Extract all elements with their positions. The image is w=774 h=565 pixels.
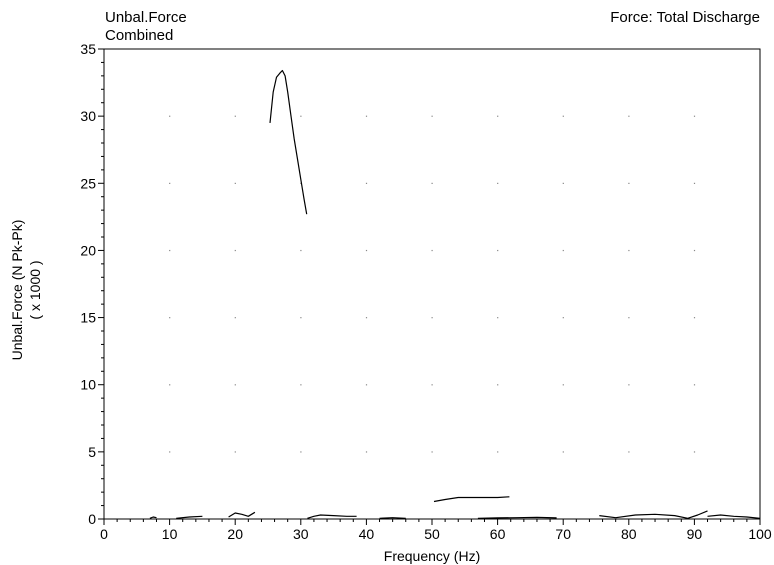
y-tick-label: 25 xyxy=(80,175,96,191)
grid-dot xyxy=(169,451,171,453)
grid-dot xyxy=(365,317,368,319)
grid-dot xyxy=(628,182,630,184)
grid-dot xyxy=(497,249,499,252)
chart-right-title: Force: Total Discharge xyxy=(610,9,760,26)
y-axis-multiplier: ( x 1000 ) xyxy=(27,260,43,319)
grid-dot xyxy=(431,384,433,386)
x-tick-label: 40 xyxy=(359,526,375,542)
x-tick-label: 0 xyxy=(100,526,108,542)
grid-dot xyxy=(300,451,302,453)
grid-dot xyxy=(365,182,368,184)
x-tick-label: 60 xyxy=(490,526,506,542)
series-line-7 xyxy=(379,517,406,519)
x-tick-label: 10 xyxy=(162,526,178,542)
y-tick-label: 5 xyxy=(88,444,96,460)
grid-dot xyxy=(169,317,171,319)
y-tick-label: 30 xyxy=(80,108,96,124)
grid-dot xyxy=(628,451,630,453)
grid-dot xyxy=(693,317,696,319)
grid-dot xyxy=(169,182,171,184)
grid-dot xyxy=(497,451,499,453)
grid-dot xyxy=(562,384,564,386)
x-axis-label: Frequency (Hz) xyxy=(384,548,480,564)
grid-dot xyxy=(693,249,696,252)
grid-dot xyxy=(562,182,564,184)
grid-dot xyxy=(234,384,236,386)
series-line-8 xyxy=(477,516,557,519)
series-group xyxy=(149,69,761,519)
y-tick-label: 15 xyxy=(80,310,96,326)
grid-dot xyxy=(693,384,696,386)
series-line-9 xyxy=(599,510,708,519)
x-tick-label: 20 xyxy=(227,526,243,542)
grid-dot xyxy=(431,115,433,117)
grid-dot xyxy=(234,451,236,453)
grid-dot xyxy=(300,317,302,319)
grid-dot xyxy=(431,249,433,252)
series-line-3 xyxy=(149,516,157,519)
grid-dot xyxy=(497,115,499,117)
grid-dot xyxy=(234,317,236,319)
grid-dot xyxy=(497,317,499,319)
grid-dot xyxy=(234,115,236,117)
y-tick-labels: 0 5 10 15 20 25 30 35 xyxy=(80,41,96,527)
axis-ticks xyxy=(98,48,761,525)
grid-dot xyxy=(628,384,630,386)
grid-dot xyxy=(497,182,499,184)
series-line-10 xyxy=(707,514,761,519)
grid-dot xyxy=(300,384,302,386)
grid-dot xyxy=(562,115,564,117)
grid-dot xyxy=(234,182,236,184)
series-line-4 xyxy=(176,515,203,519)
series-line-6 xyxy=(307,514,357,519)
chart-subtitle: Combined xyxy=(105,27,174,44)
grid-dot xyxy=(365,249,368,252)
grid-dot xyxy=(562,249,564,252)
x-tick-label: 80 xyxy=(621,526,637,542)
y-axis-label: Unbal.Force (N Pk-Pk) xyxy=(9,220,25,361)
x-tick-labels: 0 10 20 30 40 50 60 70 80 90 100 xyxy=(100,526,772,542)
grid-dot xyxy=(628,115,630,117)
grid-dot xyxy=(431,182,433,184)
x-tick-label: 50 xyxy=(424,526,440,542)
grid-dot xyxy=(169,249,171,252)
x-tick-label: 30 xyxy=(293,526,309,542)
grid-dot xyxy=(234,249,236,252)
grid-dot xyxy=(693,451,696,453)
grid-dot xyxy=(431,451,433,453)
grid-dot xyxy=(693,182,696,184)
x-tick-label: 90 xyxy=(687,526,703,542)
grid-dot xyxy=(365,451,368,453)
grid-dot xyxy=(300,115,302,117)
series-line-2 xyxy=(433,496,510,503)
grid-dot xyxy=(497,384,499,386)
x-tick-label: 100 xyxy=(748,526,772,542)
y-tick-label: 20 xyxy=(80,242,96,258)
series-line-1 xyxy=(269,69,308,215)
plot-area xyxy=(103,48,761,520)
grid-dot xyxy=(169,115,171,117)
grid-dot xyxy=(431,317,433,319)
grid-dot xyxy=(562,451,564,453)
y-tick-label: 10 xyxy=(80,377,96,393)
grid-dot xyxy=(693,115,696,117)
y-tick-label: 0 xyxy=(88,511,96,527)
grid-dot xyxy=(300,249,302,252)
grid-dot xyxy=(562,317,564,319)
grid-dot xyxy=(365,384,368,386)
x-tick-label: 70 xyxy=(555,526,571,542)
series-line-5 xyxy=(228,511,256,518)
grid-dot xyxy=(365,115,368,117)
grid-dot xyxy=(628,317,630,319)
grid-dot xyxy=(628,249,630,252)
y-tick-label: 35 xyxy=(80,41,96,57)
chart-title: Unbal.Force xyxy=(105,9,187,26)
grid-dots xyxy=(169,115,696,453)
grid-dot xyxy=(169,384,171,386)
